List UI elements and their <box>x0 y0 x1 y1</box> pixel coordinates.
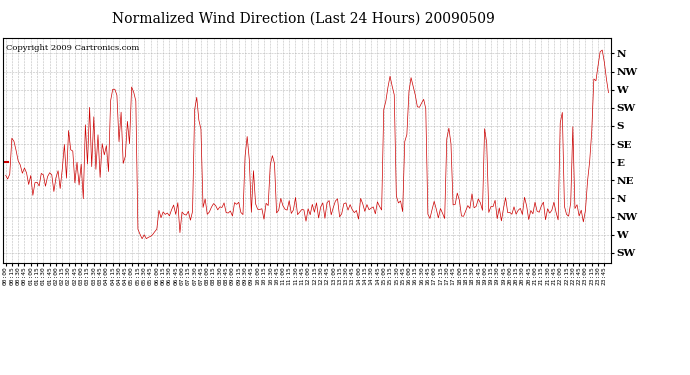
Text: Copyright 2009 Cartronics.com: Copyright 2009 Cartronics.com <box>6 44 140 52</box>
Text: Normalized Wind Direction (Last 24 Hours) 20090509: Normalized Wind Direction (Last 24 Hours… <box>112 11 495 25</box>
